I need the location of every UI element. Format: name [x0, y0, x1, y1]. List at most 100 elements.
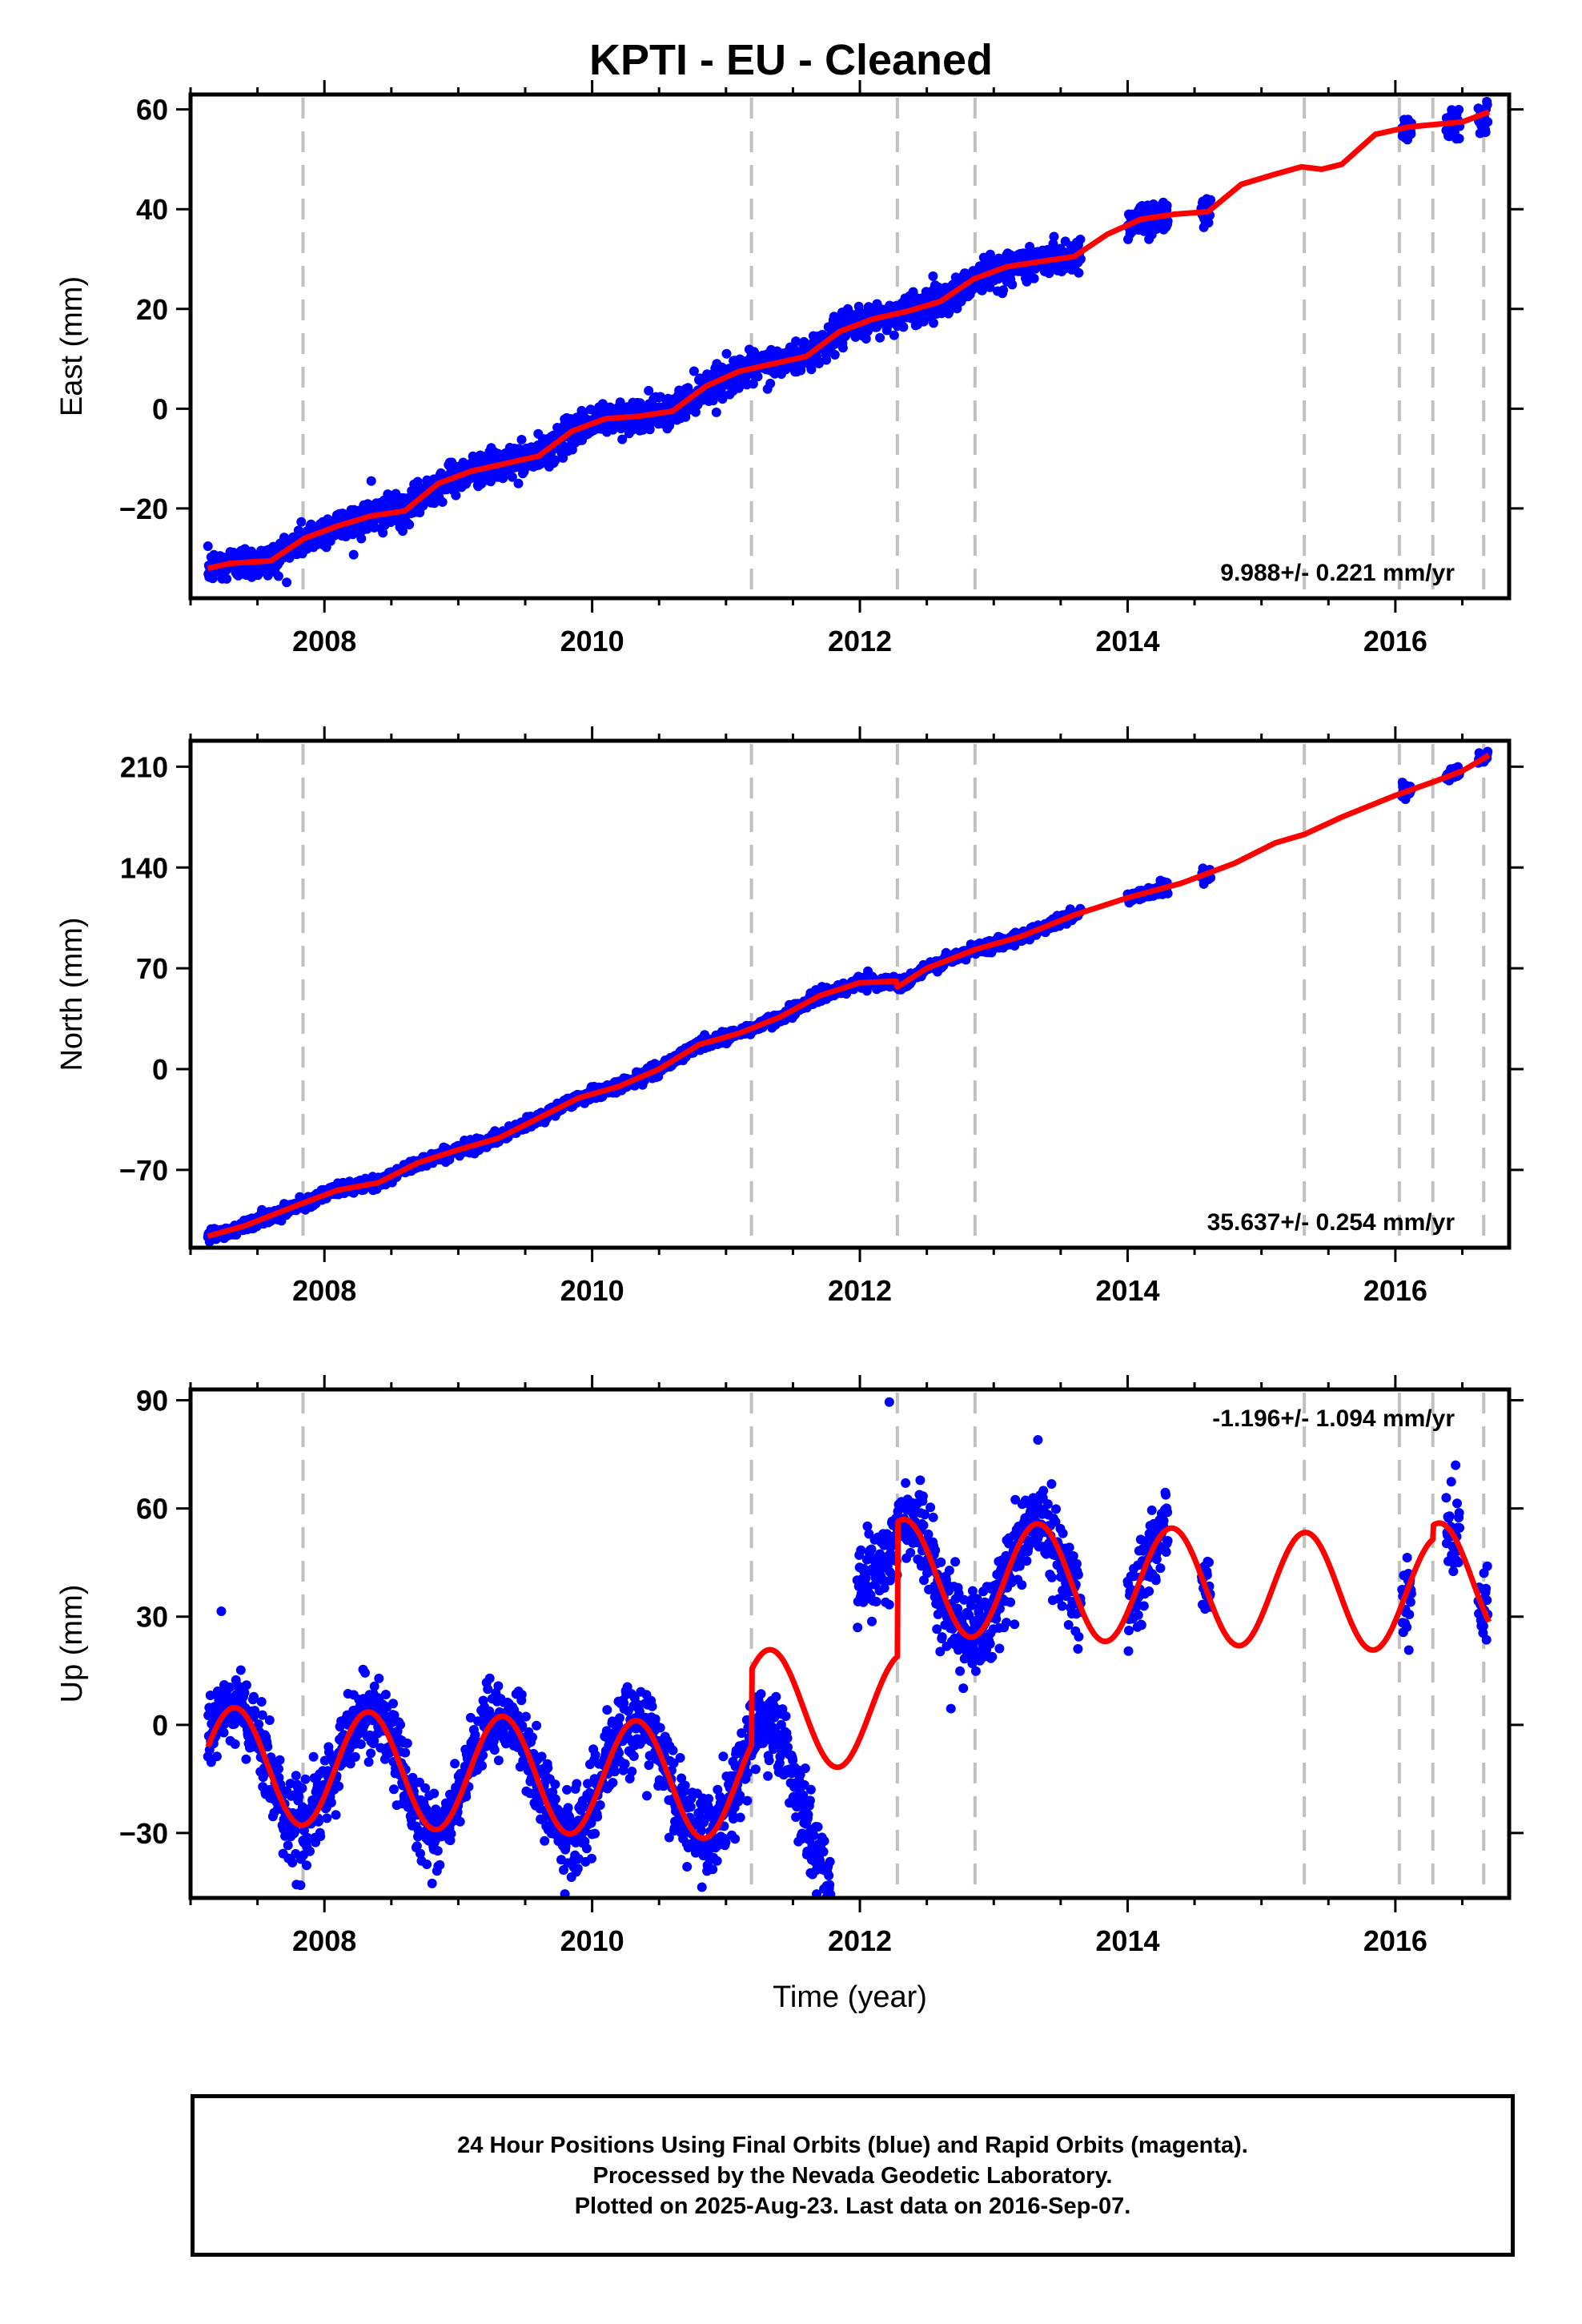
- data-point: [837, 343, 848, 353]
- data-point: [203, 541, 213, 551]
- data-point: [203, 1711, 214, 1720]
- data-point: [1203, 218, 1214, 228]
- data-point: [998, 285, 1009, 296]
- data-point: [369, 522, 379, 533]
- data-point: [1454, 105, 1464, 115]
- data-point: [1162, 888, 1173, 899]
- x-tick-label: 2008: [292, 625, 356, 657]
- data-point: [451, 490, 461, 501]
- chart-title: KPTI - EU - Cleaned: [588, 36, 994, 84]
- y-tick-label: 60: [136, 94, 168, 127]
- data-point: [708, 396, 718, 406]
- data-point: [498, 473, 508, 484]
- data-point: [1074, 267, 1084, 278]
- data-point: [222, 573, 232, 584]
- data-point: [284, 553, 295, 563]
- data-point: [929, 318, 938, 328]
- data-point: [239, 1687, 250, 1698]
- data-point: [558, 452, 568, 463]
- y-axis-label: East (mm): [55, 276, 89, 416]
- model-line: [207, 109, 1491, 572]
- data-point: [829, 350, 840, 360]
- data-point: [711, 407, 721, 417]
- model-line: [207, 752, 1491, 1239]
- data-point: [219, 1727, 229, 1738]
- data-point: [898, 322, 909, 332]
- y-tick-label: −70: [119, 1154, 168, 1187]
- data-point: [230, 1739, 240, 1749]
- data-point: [689, 366, 699, 376]
- data-point: [791, 336, 801, 347]
- data-point: [296, 517, 307, 527]
- data-point: [690, 407, 701, 417]
- data-point: [356, 533, 367, 544]
- data-point: [241, 1754, 251, 1764]
- data-point: [748, 379, 758, 389]
- data-point: [437, 497, 448, 507]
- data-point: [282, 577, 292, 588]
- data-point: [928, 271, 938, 281]
- data-point: [644, 385, 654, 396]
- x-tick-label: 2014: [1095, 625, 1159, 657]
- data-point: [1483, 117, 1493, 127]
- data-point: [934, 282, 943, 292]
- data-points: [203, 1397, 1493, 1898]
- data-point: [1162, 216, 1173, 227]
- x-tick-label: 2010: [560, 625, 624, 657]
- data-point: [507, 472, 517, 482]
- y-tick-label: 0: [152, 1053, 168, 1086]
- data-point: [1480, 127, 1491, 138]
- data-point: [1162, 200, 1172, 211]
- y-tick-label: 20: [136, 293, 168, 326]
- data-point: [241, 1680, 251, 1691]
- y-tick-label: 210: [120, 750, 168, 783]
- data-point: [655, 392, 665, 402]
- plot-frame: [188, 92, 1512, 601]
- data-point: [273, 571, 283, 581]
- data-point: [205, 1691, 215, 1700]
- data-point: [806, 364, 817, 375]
- x-tick-label: 2016: [1363, 625, 1427, 657]
- data-point: [404, 520, 415, 530]
- data-point: [225, 1683, 235, 1692]
- x-tick-label: 2014: [1095, 1274, 1159, 1307]
- data-point: [211, 1751, 222, 1762]
- rate-label: 9.988+/- 0.221 mm/yr: [1220, 560, 1455, 586]
- data-point: [617, 434, 628, 444]
- data-point: [717, 394, 728, 404]
- data-point: [550, 455, 560, 465]
- data-point: [1482, 99, 1492, 110]
- x-tick-label: 2012: [828, 625, 892, 657]
- outlier-point: [1049, 231, 1059, 242]
- outlier-point: [863, 966, 873, 976]
- data-point: [1483, 746, 1493, 757]
- rate-label: 35.637+/- 0.254 mm/yr: [1207, 1209, 1456, 1236]
- y-tick-label: 0: [152, 392, 168, 425]
- y-axis-label: North (mm): [55, 917, 89, 1071]
- data-point: [250, 1706, 260, 1716]
- data-point: [513, 478, 524, 489]
- data-point: [249, 1691, 259, 1702]
- data-point: [418, 501, 428, 511]
- x-tick-label: 2008: [292, 1274, 356, 1307]
- x-tick-label: 2010: [560, 1274, 624, 1307]
- y-tick-label: −20: [119, 493, 168, 525]
- data-point: [235, 1665, 246, 1675]
- data-point: [1406, 129, 1416, 139]
- data-point: [753, 372, 763, 382]
- y-tick-label: 140: [120, 851, 168, 884]
- x-tick-label: 2012: [828, 1274, 892, 1307]
- data-point: [765, 378, 776, 388]
- data-point: [861, 334, 871, 344]
- data-point: [378, 528, 388, 538]
- data-point: [721, 348, 732, 359]
- data-point: [821, 355, 832, 365]
- data-point: [1075, 235, 1086, 244]
- data-point: [889, 330, 899, 340]
- data-point: [1007, 279, 1018, 290]
- plot-frame: [188, 738, 1512, 1250]
